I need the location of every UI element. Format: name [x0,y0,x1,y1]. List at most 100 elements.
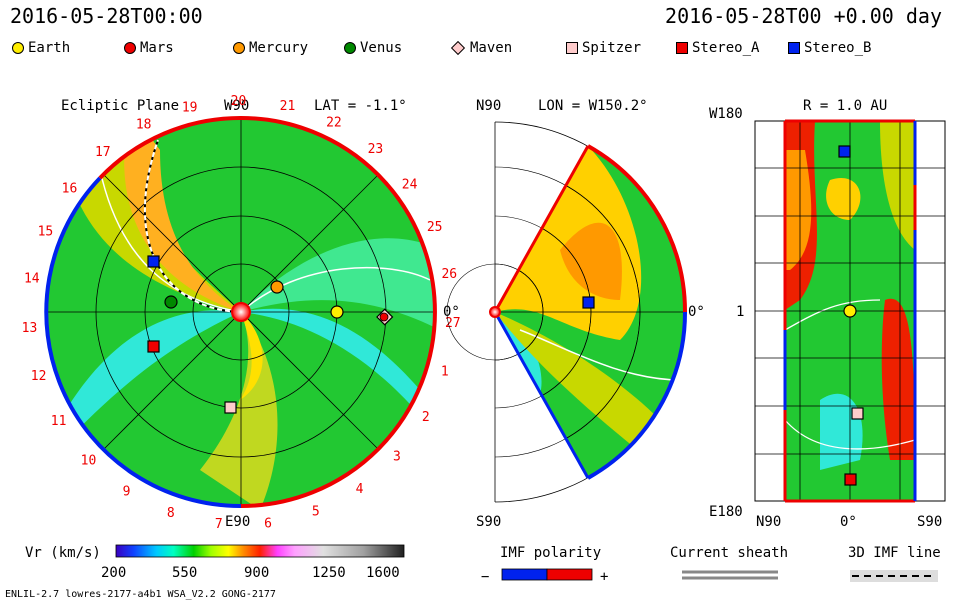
colorbar-tick: 200 [101,565,126,581]
meridional-lon-label: LON = W150.2° [538,98,648,114]
rotation-tick-label: 16 [62,181,78,196]
stereo-b-marker [838,145,851,158]
rotation-tick-label: 19 [182,100,198,115]
colorbar-tick: 1250 [312,565,346,581]
rotation-tick-label: 25 [427,220,443,235]
rotation-tick-label: 15 [38,224,54,239]
ecliptic-lat-label: LAT = -1.1° [314,98,407,114]
sun-icon [231,302,251,322]
current-time: 2016-05-28T00 +0.00 day [665,4,942,28]
colorbar-tick: 550 [172,565,197,581]
imf-line-legend: 3D IMF line [848,545,941,582]
ecliptic-title: Ecliptic Plane [61,98,179,114]
rotation-tick-label: 4 [356,482,364,497]
mars-marker [379,312,389,322]
start-time: 2016-05-28T00:00 [10,4,203,28]
radial-top-label: W180 [709,106,743,122]
mercury-icon [233,42,245,54]
radial-r-label: R = 1.0 AU [803,98,887,114]
legend-label: Stereo_B [804,40,872,56]
legend-label: Spitzer [582,40,642,56]
legend-label: Stereo_A [692,40,760,56]
earth-marker [843,304,857,318]
radial-x-right: S90 [917,514,942,530]
legend-earth: Earth [12,38,70,58]
imf-plus: + [600,569,608,585]
mars-icon [124,42,136,54]
rotation-tick-label: 24 [402,177,418,192]
radial-bottom-label: E180 [709,504,743,520]
stereo-a-icon [676,42,688,54]
imf-polarity-label: IMF polarity [500,545,601,561]
imf-field-line [143,139,242,313]
stream-band [124,118,241,312]
legend-venus: Venus [344,38,402,58]
radial-map-panel: R = 1.0 AU W180 1 E180 N90 0° S90 [709,98,946,530]
model-info: ENLIL-2.7 lowres-2177-a4b1 WSA_V2.2 GONG… [5,589,276,600]
stream-band [241,308,435,440]
legend-label: Mars [140,40,174,56]
rotation-tick-label: 26 [441,267,457,282]
stereo-b-marker [147,255,160,268]
rotation-tick-label: 2 [422,410,430,425]
stream-band [241,238,435,330]
spitzer-marker [224,401,237,414]
rotation-tick-label: 1 [441,364,449,379]
ecliptic-bottom-label: E90 [225,514,250,530]
legend-stereo-a: Stereo_A [676,38,759,58]
rotation-tick-label: 21 [280,99,296,114]
rotation-tick-label: 27 [445,316,461,331]
rotation-tick-label: 23 [368,142,384,157]
legend-label: Maven [470,40,513,56]
venus-marker [164,295,178,309]
meridional-right-label: 0° [688,304,705,320]
ecliptic-top-label: W90 [224,98,249,114]
legend-maven: Maven [450,38,513,58]
rotation-tick-label: 12 [31,369,47,384]
rotation-tick-label: 17 [95,145,111,160]
polarity-rim-positive [240,116,437,508]
rotation-tick-label: 14 [24,272,40,287]
imf-line-label: 3D IMF line [848,545,941,561]
colorbar-tick: 1600 [366,565,400,581]
earth-icon [12,42,24,54]
meridional-top-label: N90 [476,98,501,114]
rotation-tick-label: 22 [326,116,342,131]
radial-x-left: N90 [756,514,781,530]
colorbar-label: Vr (km/s) [25,545,101,561]
spitzer-icon [566,42,578,54]
radial-x-mid: 0° [840,514,857,530]
rotation-tick-label: 9 [123,485,131,500]
imf-minus: − [481,569,489,585]
imf-negative-swatch [501,568,548,581]
legend-spitzer: Spitzer [566,38,641,58]
velocity-colorbar: Vr (km/s) 200 550 900 1250 1600 [25,544,405,581]
rotation-ticks: 19 20 212223242526271234567891011121314151… [22,94,461,532]
sector-boundary [240,266,431,313]
stream-band [240,312,263,400]
stereo-b-marker [582,296,595,309]
colorbar-tick: 900 [244,565,269,581]
rotation-tick-label: 11 [51,414,67,429]
rotation-tick-label: 7 [215,517,223,532]
rotation-tick-label: 8 [167,506,175,521]
rotation-tick-label: 3 [393,450,401,465]
current-sheath-label: Current sheath [670,545,788,561]
imf-polarity-legend: IMF polarity − + [481,545,608,585]
venus-icon [344,42,356,54]
rotation-tick-label: 5 [312,504,320,519]
spitzer-marker [851,407,864,420]
legend-mercury: Mercury [233,38,308,58]
polarity-rim-negative [44,176,242,509]
stereo-b-icon [788,42,800,54]
legend-label: Mercury [249,40,309,56]
stereo-a-marker [844,473,857,486]
mercury-marker [270,280,284,294]
imf-positive-swatch [546,568,593,581]
legend-stereo-b: Stereo_B [788,38,871,58]
sector-boundary [99,169,242,313]
meridional-bottom-label: S90 [476,514,501,530]
rotation-tick-label: 20 [231,94,247,109]
polarity-rim-positive [98,115,242,180]
